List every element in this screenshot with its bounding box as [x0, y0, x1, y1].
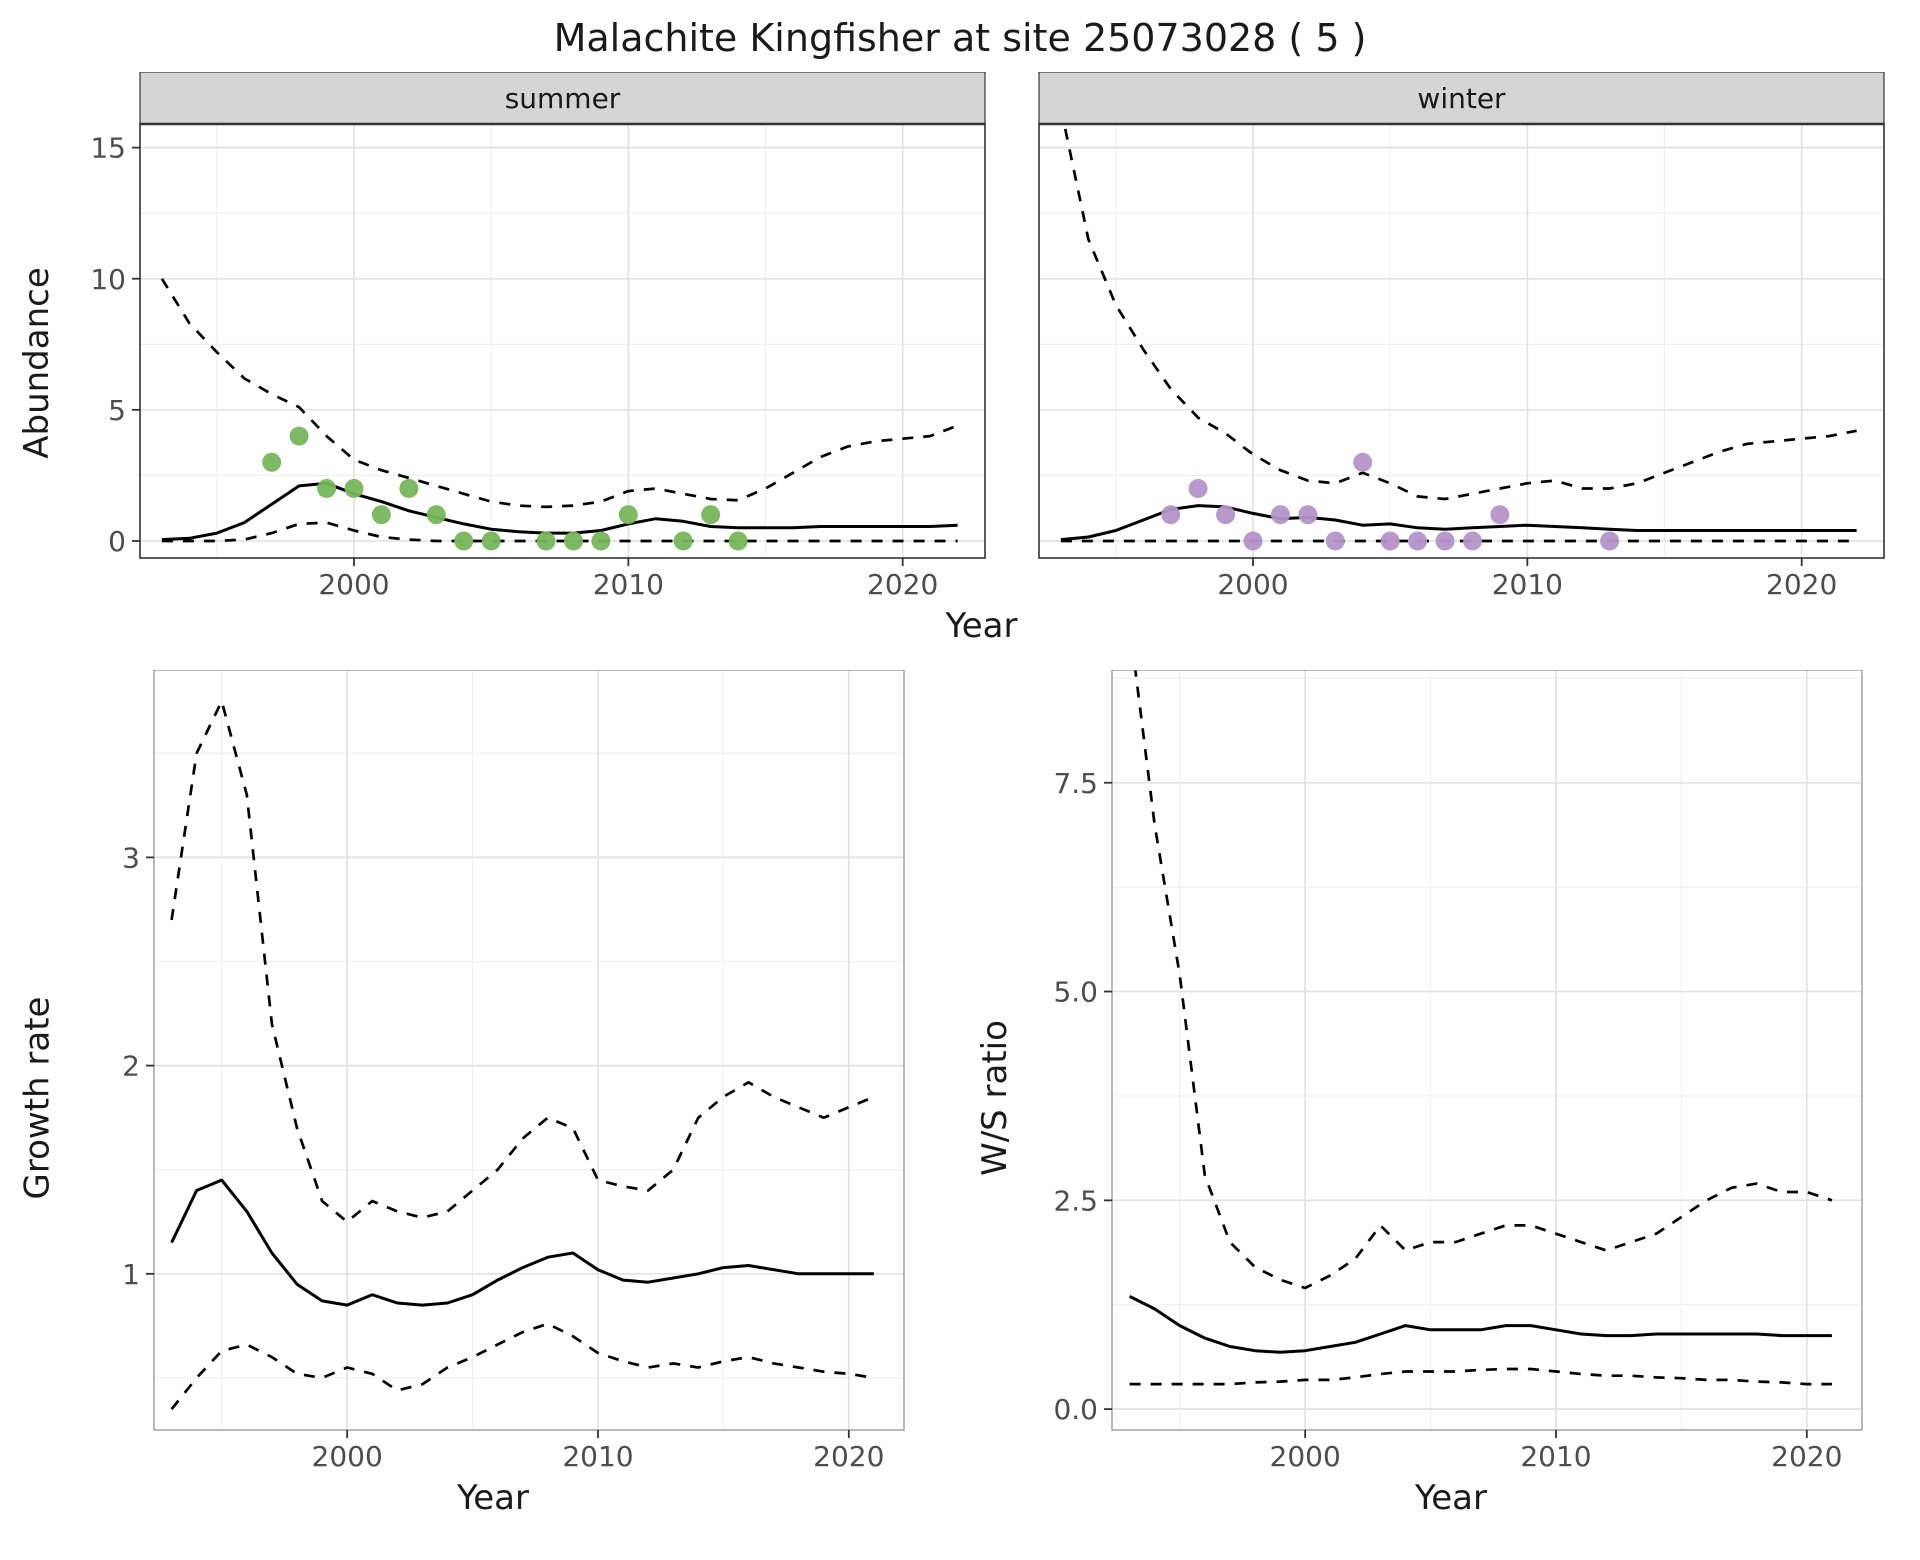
abundance-winter-plot: winter 2000 2010 2020 — [1038, 72, 1885, 601]
data-point — [1353, 452, 1373, 472]
data-point — [618, 505, 638, 525]
abundance-summer-lower-95ci-line — [161, 521, 958, 543]
data-point — [536, 531, 556, 551]
x-tick-label: 2000 — [318, 568, 389, 601]
x-tick-label: 2000 — [312, 1440, 383, 1473]
data-point — [289, 426, 309, 446]
data-point — [1408, 531, 1428, 551]
growth-rate-estimate-line — [170, 1178, 874, 1307]
derived-metrics-row: Growth rate 2000 2010 2020 1 2 3 Year W/S rat… — [12, 670, 1908, 1526]
abundance-y-axis-label-col: Abundance — [12, 72, 62, 654]
x-tick-label: 2020 — [1771, 1440, 1842, 1473]
data-point — [1243, 531, 1263, 551]
growth-rate-lower-95ci-line — [170, 1322, 875, 1411]
ws-ratio-estimate-line — [1128, 1295, 1832, 1354]
abundance-facets: summer 2000 2010 2020 0 5 10 15 winter 2000 2010 2… — [62, 72, 1901, 602]
ws-ratio-x-axis-label: Year — [1415, 1478, 1487, 1518]
y-tick-label: 0.0 — [1053, 1393, 1098, 1426]
ws-ratio-plot: 2000 2010 2020 0.0 2.5 5.0 7.5 — [1053, 670, 1863, 1473]
data-point — [1188, 479, 1208, 498]
x-tick-label: 2010 — [562, 1440, 633, 1473]
growth-rate-y-axis-label: Growth rate — [17, 996, 57, 1200]
data-point — [1161, 505, 1181, 525]
x-tick-label: 2000 — [1217, 568, 1288, 601]
abundance-x-axis-label: Year — [945, 606, 1018, 646]
x-tick-label: 2010 — [1520, 1440, 1591, 1473]
data-point — [317, 479, 337, 498]
ws-ratio-block: W/S ratio 2000 2010 2020 0.0 2.5 5.0 7.5 Year — [970, 670, 1882, 1526]
data-point — [591, 531, 611, 551]
data-point — [1380, 531, 1400, 551]
abundance-summer-observed-counts — [262, 426, 748, 551]
data-point — [262, 452, 282, 472]
ws-ratio-col: 2000 2010 2020 0.0 2.5 5.0 7.5 Year — [1020, 670, 1882, 1526]
facet-gap — [997, 72, 1021, 602]
abundance-winter-upper-95ci-line — [1062, 124, 1857, 501]
abundance-facets-col: summer 2000 2010 2020 0 5 10 15 winter 2000 2010 2… — [62, 72, 1901, 654]
data-point — [728, 531, 748, 551]
facet-strip — [1038, 72, 1885, 125]
abundance-winter-observed-counts — [1161, 452, 1620, 551]
data-point — [344, 479, 364, 498]
facet-strip-label: winter — [1417, 82, 1506, 115]
data-point — [454, 531, 474, 551]
facet-strip-label: summer — [505, 82, 621, 115]
y-tick-label: 15 — [90, 132, 126, 165]
block-gap — [924, 670, 970, 1526]
data-point — [399, 479, 419, 498]
data-point — [673, 531, 693, 551]
data-point — [426, 505, 446, 525]
data-point — [371, 505, 391, 525]
data-point — [1270, 505, 1290, 525]
y-tick-label: 5 — [108, 394, 126, 427]
abundance-summer-estimate-line — [161, 481, 958, 542]
data-point — [1463, 531, 1482, 551]
x-tick-label: 2020 — [813, 1440, 884, 1473]
figure-title: Malachite Kingfisher at site 25073028 ( … — [553, 16, 1367, 60]
data-point — [564, 531, 583, 551]
growth-rate-block: Growth rate 2000 2010 2020 1 2 3 Year — [12, 670, 924, 1526]
x-tick-label: 2020 — [867, 568, 938, 601]
growth-rate-plot: 2000 2010 2020 1 2 3 — [122, 670, 905, 1473]
data-point — [1216, 505, 1236, 525]
abundance-winter-estimate-line — [1060, 504, 1857, 542]
y-tick-label: 2 — [122, 1050, 140, 1083]
abundance-y-axis-label: Abundance — [17, 267, 58, 459]
y-tick-label: 5.0 — [1053, 976, 1098, 1009]
x-tick-label: 2000 — [1270, 1440, 1341, 1473]
growth-rate-upper-95ci-line — [170, 699, 875, 1224]
ws-ratio-y-axis-label-col: W/S ratio — [970, 670, 1020, 1526]
y-tick-label: 2.5 — [1053, 1184, 1098, 1217]
y-tick-label: 0 — [108, 525, 126, 558]
ws-ratio-upper-95ci-line — [1133, 670, 1833, 1290]
growth-rate-col: 2000 2010 2020 1 2 3 Year — [62, 670, 924, 1526]
data-point — [1490, 505, 1510, 525]
abundance-summer-plot: summer 2000 2010 2020 0 5 10 15 — [90, 72, 986, 601]
abundance-summer-upper-95ci-line — [160, 277, 959, 509]
x-tick-label: 2010 — [593, 568, 664, 601]
y-tick-label: 7.5 — [1053, 767, 1098, 800]
data-point — [1298, 505, 1318, 525]
data-point — [1325, 531, 1345, 551]
data-point — [701, 505, 721, 525]
y-tick-label: 1 — [122, 1258, 140, 1291]
figure: Malachite Kingfisher at site 25073028 ( … — [12, 6, 1908, 1526]
y-tick-label: 10 — [90, 263, 126, 296]
data-point — [481, 531, 501, 551]
data-point — [1435, 531, 1455, 551]
ws-ratio-y-axis-label: W/S ratio — [975, 1020, 1016, 1176]
data-point — [1600, 531, 1620, 551]
y-tick-label: 3 — [122, 841, 140, 874]
abundance-row: Abundance summer 2000 2010 2020 0 5 10 15 winte… — [12, 72, 1908, 654]
x-tick-label: 2010 — [1492, 568, 1563, 601]
x-tick-label: 2020 — [1766, 568, 1837, 601]
growth-rate-x-axis-label: Year — [457, 1478, 529, 1518]
growth-rate-y-axis-label-col: Growth rate — [12, 670, 62, 1526]
